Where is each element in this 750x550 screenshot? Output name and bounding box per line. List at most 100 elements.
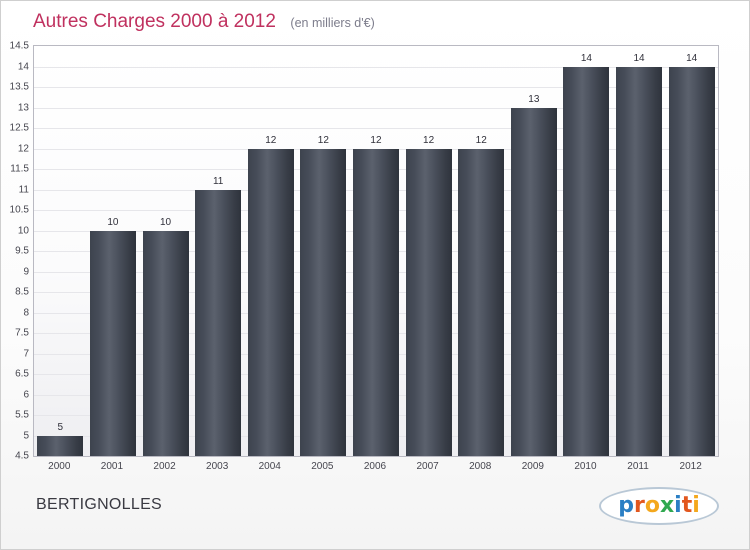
bar-slot: 10: [139, 46, 192, 456]
x-tick-label: 2012: [679, 461, 702, 472]
plot-inner: 4.5 5 5.5 6 6.5 7 7.5 8 8.5 9 9.5 10 10.5 11 11.5 12 12.…: [10, 41, 718, 462]
bar[interactable]: [37, 435, 84, 456]
commune-name: BERTIGNOLLES: [36, 496, 163, 513]
y-tick-label: 7: [23, 348, 29, 359]
bar-slot: 10: [87, 46, 140, 456]
logo-letter-p: p: [618, 493, 634, 518]
bar[interactable]: [300, 148, 347, 456]
y-tick-label: 14: [17, 61, 29, 72]
x-tick: 2010: [559, 45, 612, 472]
x-tick-label: 2008: [469, 461, 492, 472]
logo-ellipse: [599, 487, 719, 525]
bar-value-label: 14: [580, 52, 592, 64]
x-tick: 2007: [401, 45, 454, 472]
x-axis: 2000 2001 2002 2003 2004 2005 2006 2007 2008 2009…: [33, 45, 719, 472]
bar-slot: 12: [402, 46, 455, 456]
logo-letter-r: r: [633, 493, 645, 518]
bar-slot: 5: [34, 46, 87, 456]
bar-value-label: 13: [528, 93, 540, 105]
x-tick: 2006: [349, 45, 402, 472]
bar-slot: 12: [297, 46, 350, 456]
bar[interactable]: [458, 148, 505, 456]
gridline: [34, 87, 718, 88]
y-tick-label: 12: [17, 143, 29, 154]
x-tick-label: 2009: [521, 461, 544, 472]
bar[interactable]: [510, 107, 557, 456]
x-tick-label: 2004: [258, 461, 281, 472]
bar-slot: 14: [613, 46, 666, 456]
x-tick: 2002: [138, 45, 191, 472]
bar-value-label: 12: [265, 134, 277, 146]
y-tick-label: 7.5: [15, 327, 29, 339]
bar[interactable]: [247, 148, 294, 456]
gridline: [34, 66, 718, 68]
x-tick: 2001: [86, 45, 139, 472]
y-tick-label: 8: [23, 307, 29, 318]
chart-header: Autres Charges 2000 à 2012 (en milliers …: [33, 11, 375, 33]
x-tick: 2009: [507, 45, 560, 472]
x-tick: 2005: [296, 45, 349, 472]
bar-value-label: 5: [57, 421, 64, 433]
y-tick-label: 14.5: [9, 40, 29, 52]
y-tick-label: 10: [17, 225, 29, 236]
logo-letter-i2: i: [692, 493, 700, 518]
x-tick: 2012: [664, 45, 717, 472]
bar-slot: 14: [560, 46, 613, 456]
logo-letter-t: t: [681, 493, 693, 518]
bar-value-label: 12: [423, 134, 435, 146]
bar-slot: 12: [455, 46, 508, 456]
y-tick-label: 8.5: [15, 286, 29, 298]
y-tick-label: 10.5: [9, 204, 29, 216]
x-tick-label: 2002: [153, 461, 176, 472]
y-tick-label: 6.5: [15, 368, 29, 380]
page-title: Autres Charges 2000 à 2012: [33, 11, 276, 32]
bar-value-label: 10: [107, 216, 119, 228]
bar-value-label: 11: [212, 175, 224, 187]
x-tick-label: 2006: [363, 461, 387, 472]
bar[interactable]: [142, 230, 189, 456]
x-tick-label: 2010: [574, 461, 597, 472]
bar-slot: 11: [192, 46, 245, 456]
bar-value-label: 12: [370, 134, 382, 146]
bar[interactable]: [563, 66, 610, 456]
x-tick: 2004: [243, 45, 296, 472]
bar[interactable]: [195, 189, 242, 456]
y-tick-label: 9.5: [15, 245, 29, 257]
bar-value-label: 10: [159, 216, 172, 228]
bar[interactable]: [668, 66, 715, 456]
bar-value-label: 14: [686, 52, 698, 64]
logo-letter-o: o: [644, 493, 660, 518]
y-tick-label: 5.5: [15, 409, 29, 421]
bar-slot: 13: [508, 46, 561, 456]
x-tick-label: 2007: [416, 461, 439, 472]
y-tick-label: 9: [23, 266, 29, 277]
y-tick-label: 4.5: [15, 450, 29, 462]
gridline: [34, 128, 718, 129]
x-tick-label: 2011: [627, 461, 649, 472]
bar[interactable]: [89, 230, 136, 456]
gridline: [34, 107, 718, 109]
y-tick-label: 12.5: [9, 122, 29, 134]
x-tick-label: 2003: [206, 461, 229, 472]
x-tick: 2011: [612, 45, 665, 472]
x-tick: 2008: [454, 45, 507, 472]
x-tick-label: 2005: [311, 461, 334, 472]
bar-slot: 12: [350, 46, 403, 456]
x-tick-label: 2000: [48, 461, 71, 472]
bar[interactable]: [616, 66, 663, 456]
y-tick-label: 13: [17, 102, 29, 113]
chart-units-label: (en milliers d'€): [290, 16, 375, 30]
y-tick-label: 13.5: [9, 81, 29, 93]
logo-letter-x: x: [659, 493, 675, 518]
bar-value-label: 12: [475, 134, 487, 146]
bar[interactable]: [405, 148, 452, 456]
logo-letter-i: i: [674, 493, 682, 518]
bar-slot: 14: [665, 46, 718, 456]
bar[interactable]: [352, 148, 399, 456]
plot-area: 4.5 5 5.5 6 6.5 7 7.5 8 8.5 9 9.5 10 10.5 11 11.5 12 12.…: [10, 41, 719, 462]
bar-slot: 12: [244, 46, 297, 456]
y-tick-label: 6: [23, 389, 29, 400]
